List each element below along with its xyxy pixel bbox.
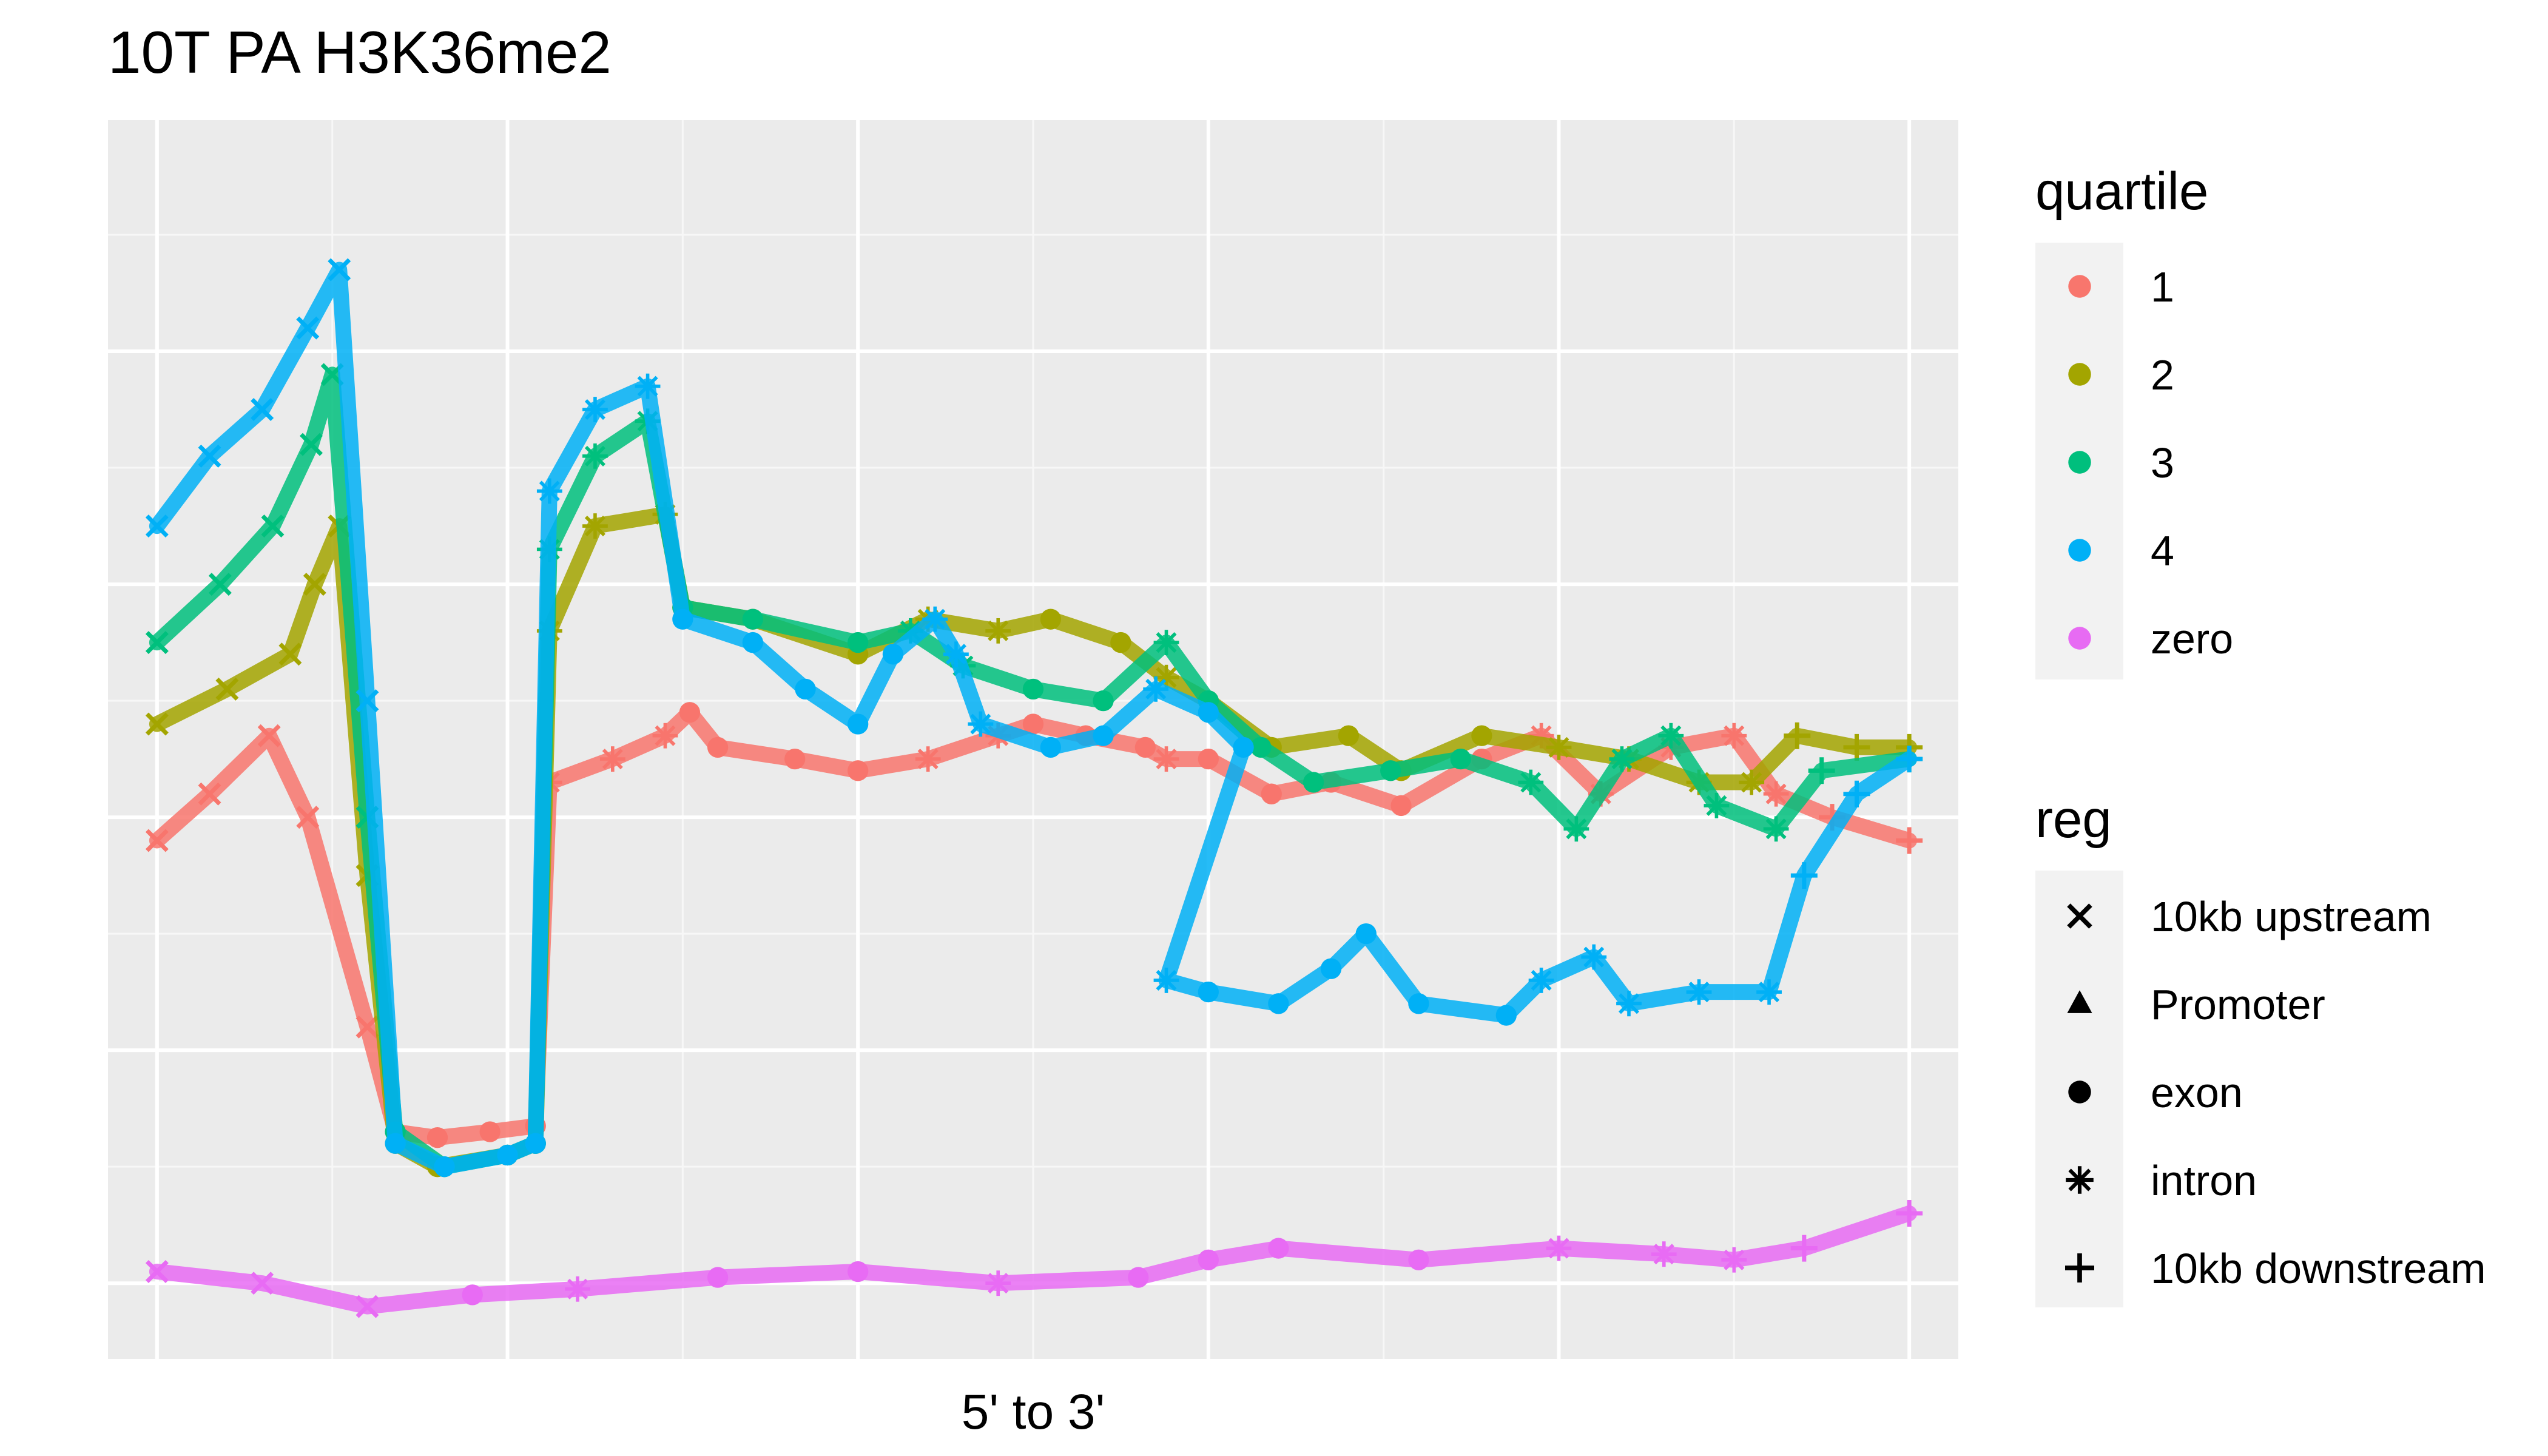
series-1 bbox=[145, 702, 1923, 1148]
chart-title: 10T PA H3K36me2 bbox=[108, 19, 612, 86]
data-points bbox=[145, 258, 1923, 1318]
x-axis-label: 5' to 3' bbox=[962, 1384, 1105, 1440]
series-4 bbox=[145, 258, 1923, 1178]
legend-label: 10kb upstream bbox=[2151, 893, 2432, 940]
legend-label: 2 bbox=[2151, 351, 2174, 399]
legend-label: 3 bbox=[2151, 439, 2174, 487]
legend-key-plus bbox=[2065, 1253, 2094, 1282]
legend-key-cross bbox=[2067, 903, 2092, 929]
legend-key-zero bbox=[2068, 627, 2091, 650]
legend-label: zero bbox=[2151, 615, 2233, 662]
series-trace bbox=[149, 1205, 1918, 1315]
legend-key-asterisk bbox=[2066, 1166, 2094, 1194]
legend-key-circle bbox=[2068, 1080, 2091, 1104]
legend-key-4 bbox=[2068, 539, 2091, 562]
legend-key-triangle bbox=[2067, 990, 2092, 1013]
legend-title-quartile: quartile bbox=[2035, 162, 2208, 221]
series-zero bbox=[145, 1199, 1923, 1318]
legend-label: 4 bbox=[2151, 527, 2174, 575]
legend-title-reg: reg bbox=[2035, 790, 2112, 849]
legend-key-1 bbox=[2068, 275, 2091, 298]
legend-label: 1 bbox=[2151, 263, 2174, 311]
legend-label: exon bbox=[2151, 1069, 2243, 1116]
legend-label: 10kb downstream bbox=[2151, 1245, 2486, 1292]
legend-label: Promoter bbox=[2151, 981, 2325, 1028]
legends: quartile 1 2 3 4 zero reg 10kb upstream Promoter… bbox=[2035, 162, 2486, 1307]
series-trace bbox=[149, 704, 1918, 1146]
legend-label: intron bbox=[2151, 1157, 2257, 1204]
legend-key-2 bbox=[2068, 363, 2091, 386]
legend-key-3 bbox=[2068, 451, 2091, 474]
series-trace bbox=[149, 261, 1918, 1175]
